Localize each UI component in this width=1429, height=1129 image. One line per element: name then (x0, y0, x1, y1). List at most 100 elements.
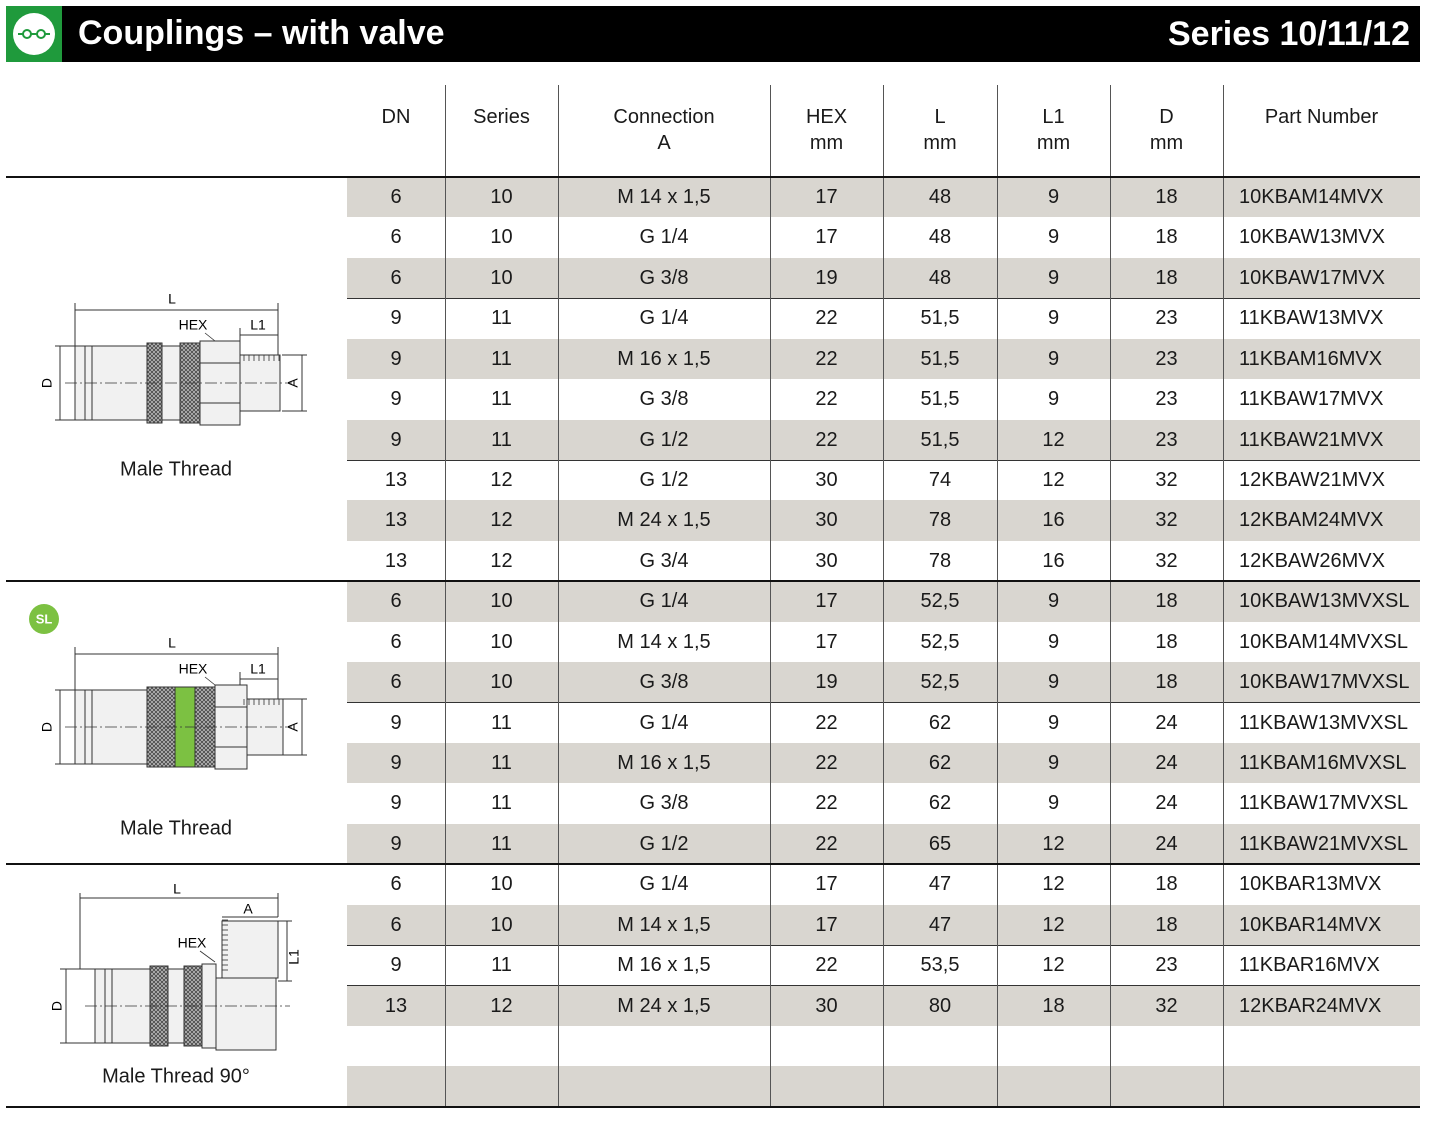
cell: 6 (390, 590, 402, 613)
cell: 11 (491, 428, 512, 451)
cell: 23 (1155, 954, 1178, 977)
part-number: 10KBAW17MVXSL (1239, 671, 1410, 694)
rule (6, 580, 1420, 583)
cell: 6 (390, 186, 402, 208)
part-number: 11KBAW17MVXSL (1239, 792, 1408, 815)
part-number: 10KBAM14MVX (1239, 186, 1384, 208)
cell: M 16 x 1,5 (617, 954, 711, 977)
cell: 10 (490, 630, 513, 653)
cell: 9 (1047, 671, 1060, 694)
column-header-line: Part Number (1264, 106, 1379, 128)
cell: M 16 x 1,5 (617, 752, 711, 775)
cell: 18 (1155, 630, 1178, 653)
cell: 30 (815, 509, 838, 532)
cell: 78 (928, 549, 952, 572)
cell: G 1/2 (639, 832, 689, 855)
cell: 51,5 (920, 388, 960, 411)
dimension-label: L (173, 881, 181, 897)
dimension-label: A (243, 901, 253, 917)
cell: G 3/8 (639, 792, 689, 815)
cell: 32 (1155, 549, 1178, 572)
cell: 17 (815, 186, 838, 208)
cell: 9 (1047, 630, 1060, 653)
cell: 12 (1042, 913, 1065, 936)
badge-label: SL (36, 611, 53, 626)
cell: 9 (1047, 347, 1060, 370)
part-number: 11KBAR16MVX (1239, 954, 1380, 977)
column-header: Part Number (1223, 104, 1420, 130)
cell: 10 (490, 873, 513, 896)
part-number: 11KBAW13MVX (1239, 307, 1384, 330)
cell: 10 (490, 186, 513, 208)
dimension-label: L (168, 635, 176, 651)
column-header: L1 mm (997, 104, 1110, 156)
cell: 12 (1042, 428, 1065, 451)
cell: M 16 x 1,5 (617, 347, 711, 370)
cell: 12 (490, 469, 513, 491)
cell: 62 (928, 792, 952, 815)
dimension-label: L1 (286, 949, 302, 965)
cell: G 1/4 (639, 590, 689, 613)
cell: 32 (1155, 469, 1178, 491)
cell: 24 (1155, 832, 1178, 855)
part-number: 10KBAM14MVXSL (1239, 630, 1408, 653)
dimension-label: L1 (250, 661, 266, 677)
column-header-line: HEX (805, 106, 848, 128)
cell: 62 (928, 752, 952, 775)
cell: 19 (815, 671, 838, 694)
cell: 9 (390, 307, 402, 330)
cell: 9 (1047, 307, 1060, 330)
cell: 22 (815, 954, 838, 977)
column-header-line: A (657, 132, 671, 154)
cell: 6 (390, 630, 402, 653)
column-header-line: mm (923, 132, 957, 154)
column-header: Series (445, 104, 558, 130)
cell: 11 (491, 792, 512, 815)
cell: 9 (390, 954, 402, 977)
cell: M 14 x 1,5 (617, 913, 711, 936)
part-number: 11KBAM16MVX (1239, 347, 1383, 370)
dimension-label: D (39, 378, 55, 388)
drawing-line (204, 676, 216, 686)
cell: 9 (1047, 226, 1060, 249)
cell: 11 (491, 388, 512, 411)
cell: 52,5 (920, 590, 960, 613)
cell: 18 (1155, 671, 1178, 694)
cell: 6 (390, 671, 402, 694)
cell: 13 (384, 994, 408, 1017)
badge-circle (29, 604, 59, 634)
cell: 18 (1155, 186, 1178, 208)
caption: Male Thread (120, 458, 232, 480)
cell: 78 (928, 509, 952, 532)
header-bar (6, 6, 1420, 62)
dimension-label: L (168, 291, 176, 307)
cell: 62 (928, 711, 952, 734)
caption: Male Thread (120, 817, 232, 839)
cell: 11 (491, 347, 512, 370)
cell: 48 (928, 226, 952, 249)
dimension-label: A (285, 378, 301, 388)
cell: 13 (384, 549, 408, 572)
column-header-line: Series (473, 106, 530, 128)
cell: 22 (815, 307, 838, 330)
cell: 24 (1155, 711, 1178, 734)
cell: 23 (1155, 347, 1178, 370)
column-header-line: D (1159, 106, 1174, 128)
cell: G 1/2 (639, 428, 689, 451)
cell: 48 (928, 186, 952, 208)
cell: G 1/4 (639, 226, 689, 249)
cell: 6 (390, 873, 402, 896)
cell: M 14 x 1,5 (617, 630, 711, 653)
column-header: Connection A (558, 104, 770, 156)
cell: 12 (490, 509, 513, 532)
cell: 65 (928, 832, 952, 855)
cell: 22 (815, 428, 838, 451)
cell: 17 (815, 913, 838, 936)
cell: 6 (390, 913, 402, 936)
cell: 12 (1042, 469, 1065, 491)
rule (6, 176, 1420, 178)
column-header-line: Connection (613, 106, 715, 128)
column-line (883, 85, 884, 1107)
part-number: 12KBAW21MVX (1239, 469, 1385, 491)
